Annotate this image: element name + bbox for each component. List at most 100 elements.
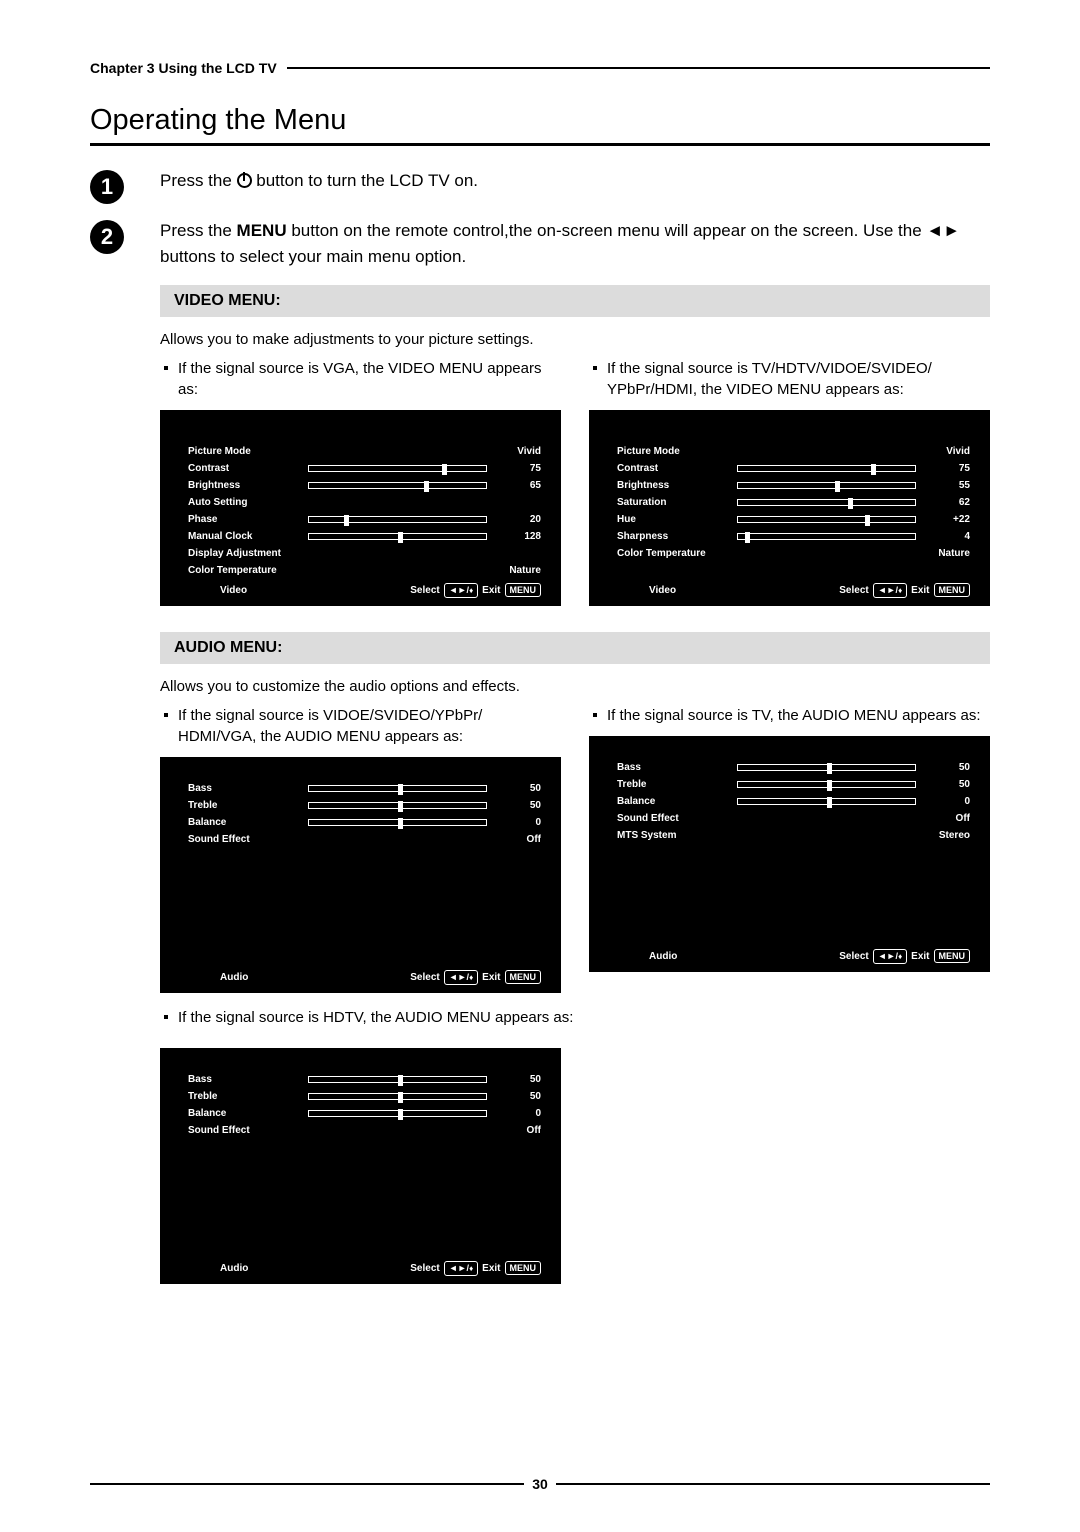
osd-slider: [737, 465, 916, 472]
osd-footer-keys: Select ◄►/♦ Exit MENU: [410, 970, 541, 985]
step-badge-1: 1: [90, 170, 124, 204]
audio-right-note-text: If the signal source is TV, the AUDIO ME…: [607, 705, 990, 726]
osd-row: Sharpness 4: [617, 529, 970, 545]
osd-row: Treble 50: [188, 798, 541, 814]
chapter-label: Chapter 3 Using the LCD TV: [90, 60, 277, 76]
osd-slider: [308, 516, 487, 523]
osd-footer-title: Audio: [220, 972, 248, 983]
osd-row-value: 50: [495, 800, 541, 811]
osd-footer-title: Audio: [220, 1263, 248, 1274]
step-1: 1 Press the button to turn the LCD TV on…: [90, 168, 990, 204]
video-left-note: If the signal source is VGA, the VIDEO M…: [160, 358, 561, 400]
video-col-left: If the signal source is VGA, the VIDEO M…: [160, 358, 561, 606]
osd-row-value: +22: [924, 514, 970, 525]
osd-select-label: Select: [839, 585, 868, 596]
audio-hdtv-wrap: Bass 50 Treble 50 Balance 0 Sound Effect…: [160, 1038, 990, 1284]
audio-left-note: If the signal source is VIDOE/SVIDEO/YPb…: [160, 705, 561, 747]
osd-row-value: 50: [924, 762, 970, 773]
osd-footer-title: Video: [220, 585, 247, 596]
osd-row-value: 20: [495, 514, 541, 525]
osd-row-value: 50: [495, 1074, 541, 1085]
osd-row-label: Balance: [188, 1108, 308, 1119]
osd-row-value: Vivid: [924, 446, 970, 457]
osd-row: Treble 50: [617, 777, 970, 793]
osd-row: Picture Mode Vivid: [188, 444, 541, 460]
osd-row-label: Hue: [617, 514, 737, 525]
osd-slider: [308, 465, 487, 472]
osd-row-value: Vivid: [495, 446, 541, 457]
audio-col-hdtv-spacer: [589, 1038, 990, 1284]
osd-row: Hue +22: [617, 512, 970, 528]
video-menu-heading: VIDEO MENU:: [160, 285, 990, 317]
osd-slider: [737, 482, 916, 489]
osd-slider: [308, 819, 487, 826]
osd-row: Balance 0: [188, 1106, 541, 1122]
osd-slider: [308, 1110, 487, 1117]
osd-exit-label: Exit: [482, 585, 500, 596]
osd-row: Auto Setting: [188, 495, 541, 511]
step-1-text: Press the button to turn the LCD TV on.: [160, 168, 478, 194]
osd-row-label: Sound Effect: [188, 1125, 308, 1136]
audio-col-right: If the signal source is TV, the AUDIO ME…: [589, 705, 990, 993]
osd-row: Contrast 75: [617, 461, 970, 477]
footer-line-right: [556, 1483, 990, 1485]
audio-col-left: If the signal source is VIDOE/SVIDEO/YPb…: [160, 705, 561, 993]
osd-row: Saturation 62: [617, 495, 970, 511]
audio-columns: If the signal source is VIDOE/SVIDEO/YPb…: [160, 705, 990, 993]
step-2: 2 Press the MENU button on the remote co…: [90, 218, 990, 271]
osd-footer-keys: Select ◄►/♦ Exit MENU: [410, 1261, 541, 1276]
nav-keys-icon: ◄►/♦: [873, 583, 907, 598]
osd-row: Phase 20: [188, 512, 541, 528]
osd-row-value: Nature: [495, 565, 541, 576]
step-badge-2: 2: [90, 220, 124, 254]
osd-row-label: Sound Effect: [617, 813, 737, 824]
osd-footer-title: Video: [649, 585, 676, 596]
osd-exit-label: Exit: [911, 585, 929, 596]
bullet-icon: [593, 366, 597, 370]
osd-slider: [737, 781, 916, 788]
step-1-pre: Press the: [160, 171, 237, 190]
osd-row-value: 4: [924, 531, 970, 542]
osd-slider: [737, 499, 916, 506]
osd-row-value: Nature: [924, 548, 970, 559]
menu-key-icon: MENU: [934, 949, 971, 963]
osd-row-label: Contrast: [188, 463, 308, 474]
page-number: 30: [524, 1476, 556, 1492]
osd-row-value: 55: [924, 480, 970, 491]
osd-row-value: Off: [924, 813, 970, 824]
header-rule-line: [287, 67, 990, 69]
osd-row: Color Temperature Nature: [617, 546, 970, 562]
osd-row-label: Phase: [188, 514, 308, 525]
osd-footer-keys: Select ◄►/♦ Exit MENU: [839, 583, 970, 598]
osd-row-value: 50: [924, 779, 970, 790]
osd-row-value: Off: [495, 1125, 541, 1136]
osd-row: Picture Mode Vivid: [617, 444, 970, 460]
osd-slider: [737, 798, 916, 805]
osd-row-label: Saturation: [617, 497, 737, 508]
bullet-icon: [164, 1015, 168, 1019]
osd-exit-label: Exit: [911, 951, 929, 962]
osd-row-label: Manual Clock: [188, 531, 308, 542]
menu-key-icon: MENU: [505, 1261, 542, 1275]
osd-row: Sound Effect Off: [188, 832, 541, 848]
video-osd-tv: Picture Mode Vivid Contrast 75 Brightnes…: [589, 410, 990, 606]
osd-slider: [737, 516, 916, 523]
osd-select-label: Select: [410, 585, 439, 596]
osd-slider: [737, 764, 916, 771]
audio-hdtv-note: If the signal source is HDTV, the AUDIO …: [160, 1007, 990, 1028]
nav-keys-icon: ◄►/♦: [444, 970, 478, 985]
osd-row-value: 0: [495, 817, 541, 828]
osd-exit-label: Exit: [482, 972, 500, 983]
content-body: VIDEO MENU: Allows you to make adjustmen…: [160, 285, 990, 1284]
bullet-icon: [164, 713, 168, 717]
osd-row-value: 65: [495, 480, 541, 491]
osd-row: Treble 50: [188, 1089, 541, 1105]
osd-slider: [308, 1076, 487, 1083]
osd-row-value: 75: [495, 463, 541, 474]
osd-row-label: Treble: [188, 800, 308, 811]
osd-row-label: Bass: [188, 783, 308, 794]
osd-select-label: Select: [410, 972, 439, 983]
osd-row-label: Bass: [617, 762, 737, 773]
osd-row-value: 128: [495, 531, 541, 542]
osd-row: Color Temperature Nature: [188, 563, 541, 579]
